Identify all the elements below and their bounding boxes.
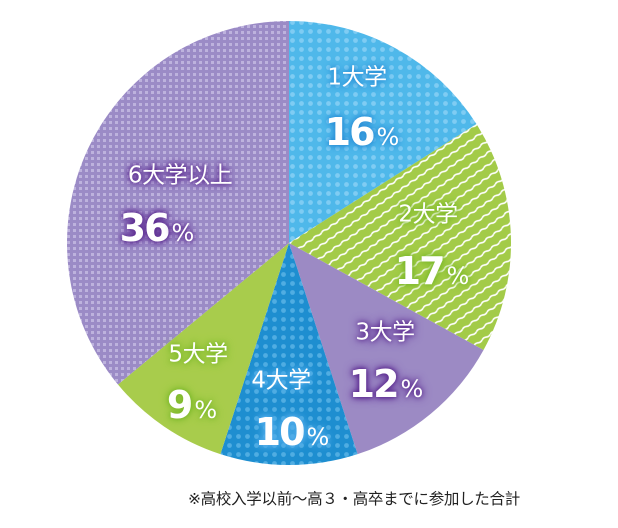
pie-slice-6: [67, 21, 289, 385]
slice-5-name: 5大学: [168, 341, 228, 368]
pie-slices: [67, 21, 511, 465]
pie-slice-2: [289, 124, 511, 350]
slice-3-percent: 12%: [348, 362, 424, 406]
pie-slice-5: [117, 243, 289, 455]
pie-slice-4: [220, 243, 358, 465]
slice-5-percent: 9%: [166, 383, 218, 427]
slice-6-name: 6大学以上: [127, 162, 233, 189]
slice-4-percent: 10%: [254, 410, 330, 454]
slice-3-name: 3大学: [355, 319, 415, 346]
slice-1-percent: 16%: [324, 110, 400, 154]
slice-6-percent: 36%: [119, 206, 195, 250]
slice-2-name: 2大学: [398, 201, 458, 228]
slice-2-percent: 17%: [394, 249, 470, 293]
pie-slice-1: [289, 21, 477, 243]
footnote: ※高校入学以前〜高３・高卒までに参加した合計: [188, 490, 520, 508]
slice-4-name: 4大学: [251, 367, 311, 394]
pie-slice-3: [289, 243, 484, 455]
slice-1-name: 1大学: [327, 64, 387, 91]
